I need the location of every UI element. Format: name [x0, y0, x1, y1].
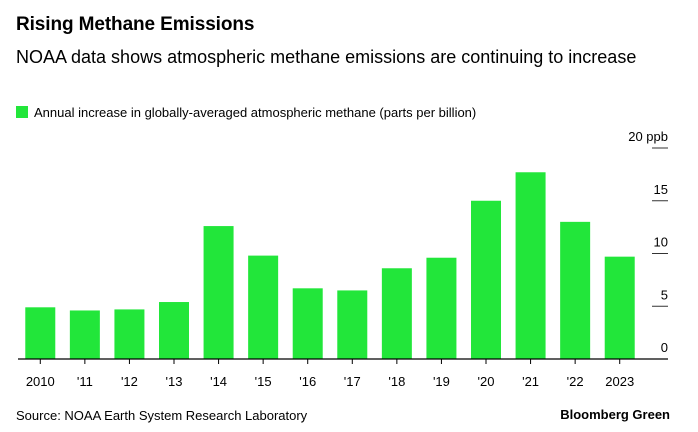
y-tick-label: 10 — [654, 235, 668, 250]
y-tick-label: 5 — [661, 287, 668, 302]
x-tick-label: '22 — [567, 374, 584, 389]
labels-layer: 0 5 10 15 20 ppb 2010 '11 '12 '13 '14 '15 '16 '17 '18… — [26, 129, 668, 389]
x-tick-label: '17 — [344, 374, 361, 389]
x-tick-label: '12 — [121, 374, 138, 389]
bar — [337, 290, 368, 359]
chart-subtitle: NOAA data shows atmospheric methane emis… — [16, 47, 637, 67]
bar — [471, 200, 501, 359]
x-tick-label: '21 — [522, 374, 539, 389]
bar — [114, 309, 145, 359]
bars-layer — [25, 172, 635, 359]
y-tick-label: 20 ppb — [628, 129, 668, 144]
source-note: Source: NOAA Earth System Research Labor… — [16, 408, 308, 423]
brand-logo: Bloomberg Green — [560, 407, 670, 422]
y-tick-label: 15 — [654, 182, 668, 197]
bar — [203, 226, 234, 359]
x-tick-label: '15 — [255, 374, 272, 389]
legend: Annual increase in globally-averaged atm… — [16, 102, 476, 122]
bar — [248, 255, 279, 359]
bar — [159, 302, 189, 359]
bar — [515, 172, 546, 359]
grid-layer — [652, 147, 668, 307]
bar — [381, 268, 412, 359]
x-tick-label: 2010 — [26, 374, 55, 389]
bar — [25, 307, 56, 359]
x-tick-label: '19 — [433, 374, 450, 389]
x-tick-label: '14 — [210, 374, 227, 389]
x-tick-label: 2023 — [605, 374, 634, 389]
y-tick-label: 0 — [661, 340, 668, 355]
x-tick-label: '11 — [77, 374, 93, 389]
legend-label: Annual increase in globally-averaged atm… — [34, 104, 477, 120]
legend-swatch — [16, 106, 28, 118]
bar — [292, 288, 323, 359]
bar — [560, 221, 591, 359]
x-tick-label: '16 — [299, 374, 316, 389]
bar — [604, 256, 635, 359]
chart-title: Rising Methane Emissions — [16, 14, 255, 35]
x-tick-label: '18 — [388, 374, 405, 389]
x-tick-label: '20 — [478, 374, 495, 389]
axis-layer — [18, 358, 668, 364]
bar — [426, 257, 457, 359]
x-tick-label: '13 — [166, 374, 183, 389]
bar — [69, 310, 100, 359]
